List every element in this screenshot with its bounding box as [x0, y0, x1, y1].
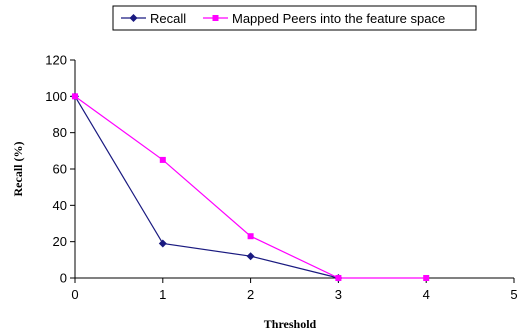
y-axis-title: Recall (%): [11, 142, 25, 197]
data-point-recall: [158, 239, 167, 248]
legend-item-recall: Recall: [121, 11, 186, 26]
y-tick-label: 40: [53, 198, 67, 213]
y-tick-label: 120: [45, 53, 67, 68]
data-point-mapped-peers: [423, 275, 430, 281]
x-tick-label: 1: [159, 287, 166, 302]
series-line-mapped-peers: [74, 95, 427, 279]
y-tick-label: 60: [53, 162, 67, 177]
legend-label-recall: Recall: [150, 11, 186, 26]
data-point-mapped-peers: [335, 275, 342, 281]
legend-label-mapped-peers: Mapped Peers into the feature space: [232, 11, 445, 26]
data-point-recall: [246, 252, 255, 261]
legend-item-mapped-peers: Mapped Peers into the feature space: [203, 11, 445, 26]
x-tick-label: 5: [510, 287, 517, 302]
legend-marker-mapped-peers: [212, 15, 219, 21]
x-ticks: 0 1 2 3 4 5: [71, 278, 518, 302]
y-ticks: 0 20 40 60 80 100 120: [45, 53, 75, 286]
y-tick-label: 20: [53, 234, 67, 249]
series-line-recall: [74, 96, 339, 279]
y-tick-label: 0: [60, 271, 67, 286]
series-mapped-peers: [72, 93, 430, 281]
x-tick-label: 2: [247, 287, 254, 302]
data-point-mapped-peers: [247, 233, 254, 240]
y-tick-label: 100: [45, 89, 67, 104]
x-tick-label: 0: [71, 287, 78, 302]
data-point-mapped-peers: [72, 93, 78, 100]
y-tick-label: 80: [53, 125, 67, 140]
x-tick-label: 4: [423, 287, 430, 302]
data-point-mapped-peers: [159, 156, 166, 163]
legend-marker-recall: [129, 14, 138, 22]
legend-box: [112, 5, 477, 31]
series-layer: [71, 92, 430, 282]
series-recall: [71, 92, 343, 282]
axes: 0 20 40 60 80 100 120 0 1 2 3 4 5: [45, 53, 517, 303]
x-axis-title: Threshold: [264, 317, 317, 331]
legend: Recall Mapped Peers into the feature spa…: [112, 5, 477, 31]
x-tick-label: 3: [335, 287, 342, 302]
